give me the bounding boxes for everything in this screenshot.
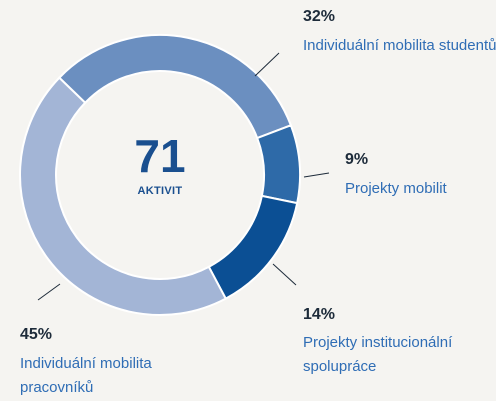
percent-label: 32% xyxy=(303,8,336,25)
center-value: 71 xyxy=(134,130,185,182)
center-label: AKTIVIT xyxy=(138,185,183,197)
donut-segment xyxy=(57,34,293,140)
leader-line xyxy=(272,263,297,286)
percent-label: 14% xyxy=(303,306,336,323)
leader-line xyxy=(254,52,280,77)
percent-label: 9% xyxy=(345,151,369,168)
donut-segment xyxy=(207,194,299,300)
category-label: Projekty mobilit xyxy=(345,180,447,197)
donut-segment xyxy=(19,76,228,316)
category-label: Individuální mobilita pracovníků xyxy=(20,355,152,396)
percent-label: 45% xyxy=(20,326,53,343)
leader-line xyxy=(303,172,330,178)
category-label: Individuální mobilita studentů xyxy=(303,37,496,54)
leader-line xyxy=(37,283,61,301)
donut-segment xyxy=(255,123,301,205)
category-label: Projekty institucionální spolupráce xyxy=(303,334,453,375)
